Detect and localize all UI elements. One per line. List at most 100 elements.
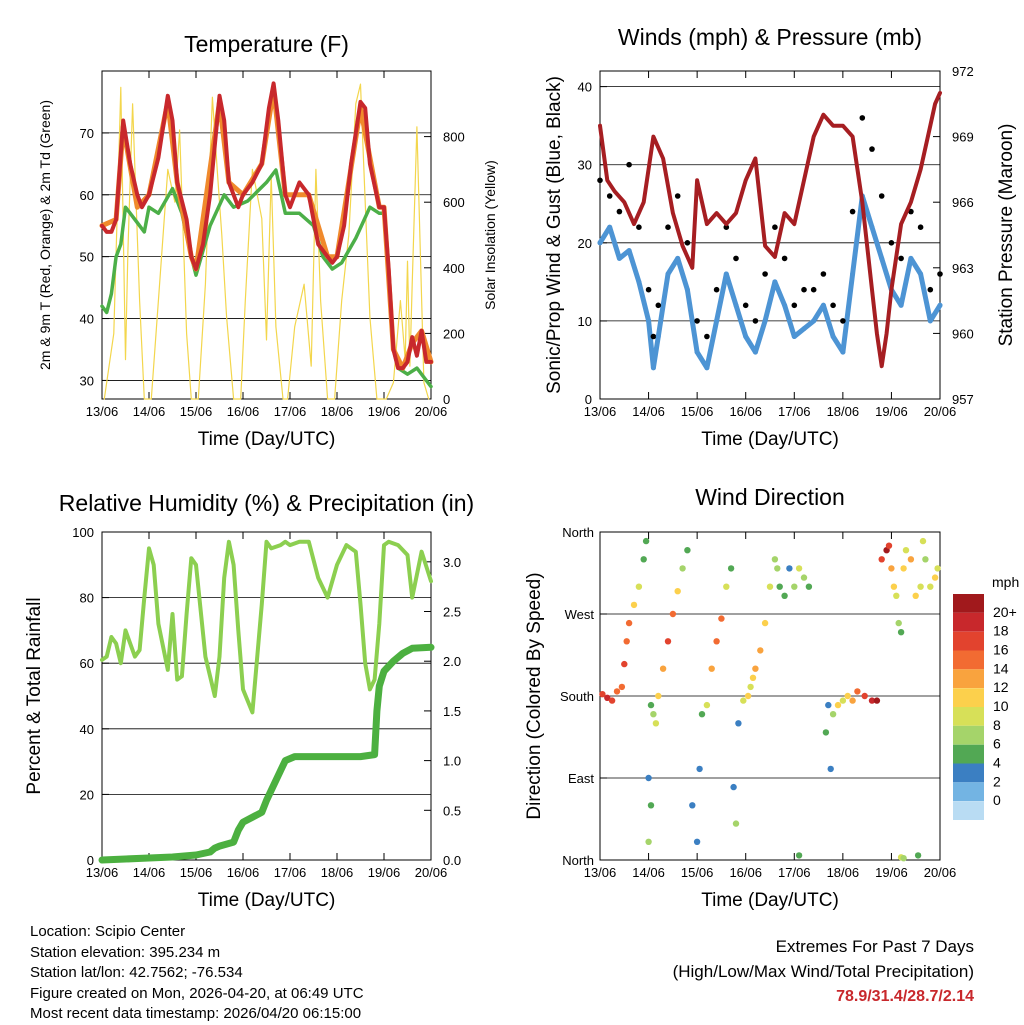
y-tick-label: 0 — [585, 392, 592, 407]
colorbar-label: 4 — [993, 755, 1001, 771]
wind-speed-point — [616, 255, 622, 261]
direction-point — [878, 556, 885, 563]
y-tick-label: North — [562, 853, 594, 868]
colorbar-swatch — [953, 744, 984, 764]
y-axis-label: Direction (Colored By Speed) — [524, 572, 545, 819]
x-tick-label: 15/06 — [180, 404, 213, 419]
direction-point — [735, 720, 742, 727]
y-tick-label: South — [560, 689, 594, 704]
x-tick-label: 15/06 — [180, 865, 213, 880]
gust-point — [684, 240, 691, 246]
direction-point — [795, 565, 803, 572]
wind-speed-point — [694, 349, 700, 355]
wind-speed-point — [650, 365, 656, 371]
gust-point — [733, 255, 739, 262]
extremes-title: Extremes For Past 7 Days — [775, 937, 974, 956]
y2-tick-label: 963 — [952, 261, 974, 276]
y-tick-label: 0 — [87, 853, 94, 868]
x-tick-label: 19/06 — [368, 865, 401, 880]
x-tick-label: 20/06 — [415, 404, 448, 419]
gust-point — [713, 286, 720, 293]
gust-point — [820, 271, 827, 277]
direction-point — [895, 619, 902, 627]
wind-speed-point — [869, 224, 875, 230]
plot-frame — [101, 70, 432, 400]
wind-speed-point — [801, 326, 807, 332]
wind-speed-point — [714, 318, 720, 324]
direction-point — [645, 838, 652, 845]
y2-tick-label: 0.5 — [443, 803, 461, 818]
y2-axis-label: Solar Insolation (Yellow) — [482, 160, 498, 310]
direction-point — [740, 697, 747, 704]
y2-tick-label: 0.0 — [443, 853, 461, 868]
x-tick-label: 15/06 — [681, 865, 714, 880]
direction-point — [652, 720, 660, 727]
gust-point — [742, 302, 749, 309]
gust-point — [762, 271, 768, 277]
direction-point — [747, 683, 754, 691]
direction-point — [703, 701, 711, 709]
colorbar-label: 8 — [993, 717, 1001, 733]
y-tick-label: 40 — [578, 80, 592, 95]
colorbar-swatch — [953, 650, 984, 670]
x-axis-label: Time (Day/UTC) — [701, 429, 839, 450]
direction-point — [795, 852, 803, 859]
direction-point — [829, 711, 837, 718]
temp-2m-line — [100, 81, 433, 371]
colorbar-swatch — [953, 612, 984, 632]
direction-point — [664, 638, 672, 645]
colorbar-title: mph — [992, 574, 1019, 590]
y2-tick-label: 600 — [443, 195, 465, 210]
y2-tick-label: 957 — [952, 392, 974, 407]
gust-point — [781, 255, 788, 262]
y2-axis-label: Station Pressure (Maroon) — [996, 124, 1017, 347]
y2-tick-label: 972 — [952, 64, 974, 79]
y-tick-label: 80 — [80, 591, 94, 606]
wind-speed-point — [752, 349, 758, 355]
gust-point — [606, 193, 613, 199]
y-tick-label: 10 — [578, 314, 592, 329]
y2-tick-label: 3.0 — [443, 555, 461, 570]
direction-point — [608, 697, 616, 704]
wind-speed-point — [762, 318, 768, 324]
station-info: Location: Scipio Center Station elevatio… — [30, 922, 364, 1025]
y2-tick-label: 0 — [443, 392, 450, 407]
gust-point — [898, 255, 904, 262]
x-tick-label: 17/06 — [778, 865, 811, 880]
extremes-box: Extremes For Past 7 Days (High/Low/Max W… — [673, 934, 974, 1009]
y-tick-label: North — [562, 525, 594, 540]
x-tick-label: 18/06 — [827, 404, 860, 419]
gust-point — [636, 224, 642, 230]
direction-point — [718, 615, 725, 622]
wind-speed-point — [840, 349, 846, 355]
direction-point — [650, 711, 657, 718]
colorbar-swatch — [953, 594, 984, 613]
y-axis-label: 2m & 9m T (Red, Orange) & 2m Td (Green) — [37, 100, 53, 370]
direction-point — [922, 556, 929, 563]
wind-speed-point — [898, 302, 904, 308]
direction-point — [693, 838, 701, 845]
direction-point — [781, 592, 788, 599]
gust-point — [616, 208, 623, 215]
wind-speed-point — [704, 365, 710, 371]
gust-point — [723, 224, 730, 230]
gust-point — [645, 286, 652, 293]
y-tick-label: West — [565, 607, 595, 622]
y2-tick-label: 960 — [952, 326, 974, 341]
wind-speed-point — [684, 287, 690, 293]
direction-point — [659, 665, 667, 672]
humidity-line — [100, 539, 433, 715]
gust-point — [878, 193, 885, 199]
direction-point — [752, 665, 759, 672]
direction-point — [640, 556, 647, 563]
direction-point — [621, 660, 628, 668]
x-axis-label: Time (Day/UTC) — [198, 890, 336, 911]
colorbar-label: 12 — [993, 679, 1009, 695]
wind-speed-point — [665, 271, 671, 277]
y2-tick-label: 2.5 — [443, 605, 461, 620]
x-tick-label: 14/06 — [133, 404, 166, 419]
direction-point — [900, 565, 907, 572]
direction-point — [854, 688, 861, 695]
x-axis-label: Time (Day/UTC) — [701, 890, 839, 911]
direction-point — [623, 638, 630, 645]
